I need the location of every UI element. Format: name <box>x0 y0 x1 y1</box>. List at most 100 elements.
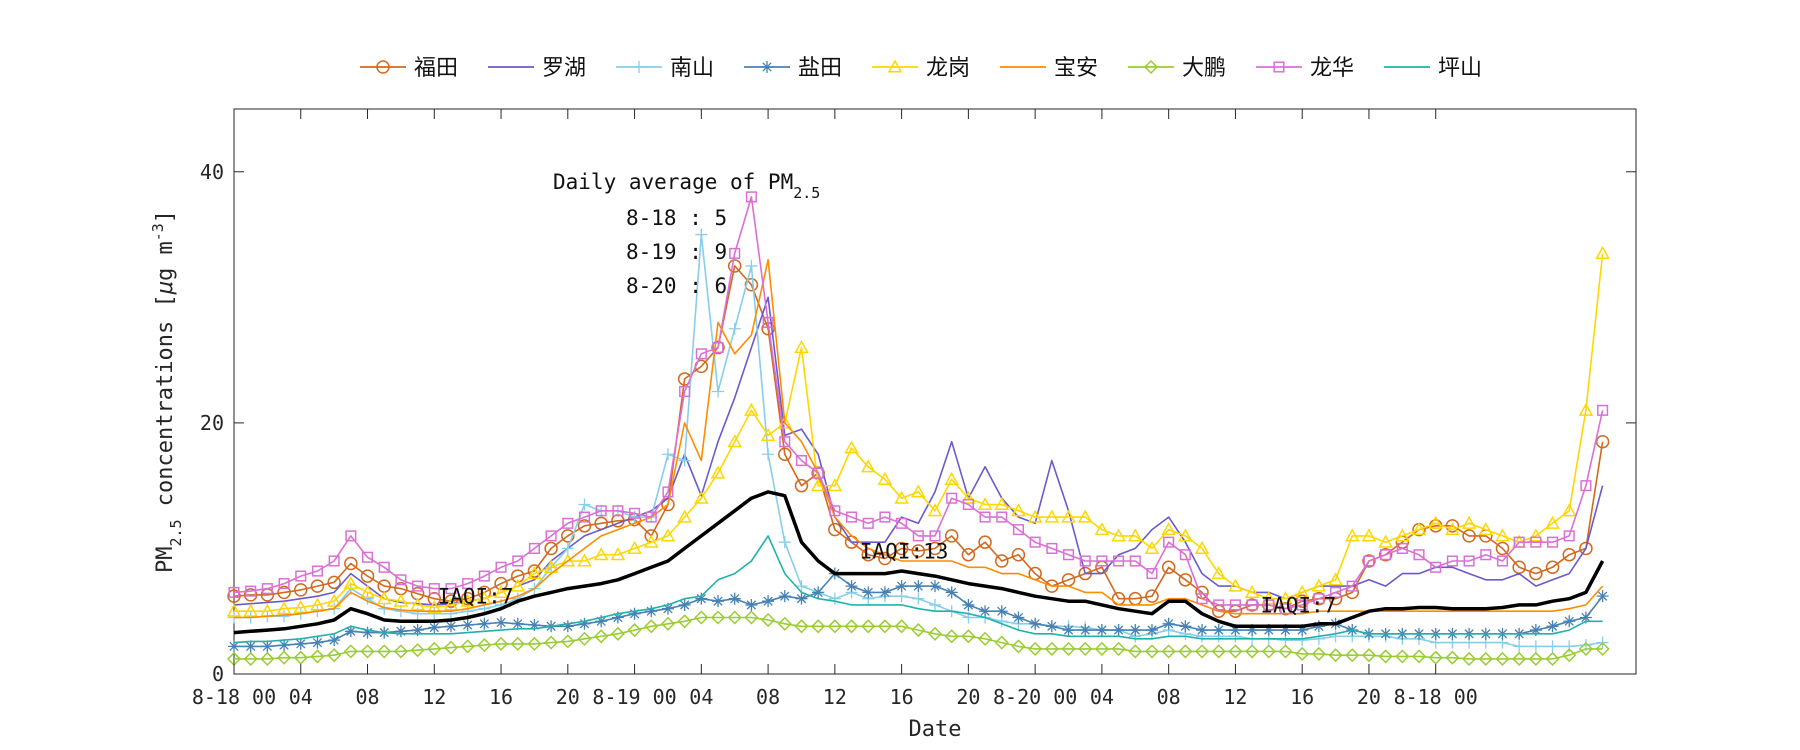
x-tick-label: 04 <box>289 685 313 709</box>
legend-marker <box>1273 61 1285 73</box>
data-point <box>1129 624 1142 637</box>
data-point <box>778 536 791 549</box>
legend-item: 宝安 <box>1000 56 1098 81</box>
series-宝安 <box>234 258 1604 619</box>
data-point <box>1597 404 1609 416</box>
data-point <box>1162 617 1175 630</box>
data-point <box>812 586 825 599</box>
data-point <box>343 576 359 590</box>
data-point <box>829 505 841 517</box>
data-point <box>510 569 525 583</box>
data-point <box>1263 599 1275 611</box>
data-point <box>695 592 708 605</box>
data-point <box>1095 624 1108 637</box>
data-point <box>1311 578 1327 592</box>
series-福田 <box>227 259 1610 618</box>
data-point <box>378 561 390 573</box>
data-point <box>528 542 540 554</box>
data-point <box>1178 573 1193 587</box>
data-point <box>544 541 558 556</box>
data-point <box>1428 650 1443 665</box>
data-point <box>929 580 941 593</box>
data-point <box>377 644 392 659</box>
data-point <box>1513 536 1525 548</box>
data-point <box>1145 624 1158 637</box>
data-point <box>1094 522 1110 536</box>
data-point <box>1262 624 1275 637</box>
data-point <box>1296 634 1309 647</box>
data-point <box>1378 649 1393 664</box>
x-tick-label: 8-18 00 <box>192 685 276 709</box>
daily-average-line: 8-20 : 6 <box>626 274 727 298</box>
data-point <box>744 402 759 416</box>
data-point <box>560 553 576 567</box>
data-point <box>1562 547 1576 562</box>
data-point <box>326 593 342 607</box>
data-point <box>261 583 273 595</box>
data-point <box>727 434 742 448</box>
series-龙岗 <box>226 245 1610 617</box>
data-point <box>428 583 440 595</box>
data-point <box>810 478 826 492</box>
data-point <box>1111 528 1126 542</box>
data-point <box>1163 536 1175 548</box>
data-point <box>1129 555 1141 567</box>
data-point <box>1378 534 1393 548</box>
iaqi-label: IAQI:7 <box>438 585 514 609</box>
data-point <box>1313 593 1325 605</box>
data-point <box>979 605 992 618</box>
data-point <box>1011 503 1026 517</box>
data-point <box>477 591 492 605</box>
data-point <box>277 585 291 600</box>
legend-marker <box>887 59 903 73</box>
data-point <box>1380 549 1392 561</box>
data-point <box>495 616 508 629</box>
data-point <box>1430 561 1442 573</box>
data-point <box>627 622 642 638</box>
y-tick-label: 0 <box>212 662 224 686</box>
data-point <box>1580 480 1592 492</box>
iaqi-label: IAQI:7 <box>1260 593 1336 617</box>
data-point <box>360 569 375 583</box>
data-point <box>561 542 574 555</box>
data-point <box>1579 541 1593 556</box>
data-point <box>611 611 624 624</box>
data-point <box>1279 634 1292 647</box>
data-point <box>1146 568 1158 580</box>
data-point <box>679 385 691 398</box>
y-tick-label: 20 <box>200 411 224 435</box>
data-point <box>544 635 559 650</box>
data-point <box>327 648 342 663</box>
data-point <box>345 530 357 542</box>
plot-frame <box>233 108 1637 675</box>
data-point <box>1328 648 1343 663</box>
data-point <box>1079 555 1091 567</box>
data-point <box>577 553 592 567</box>
data-point <box>395 574 407 586</box>
data-point <box>311 636 324 649</box>
data-point <box>1094 641 1109 656</box>
series-line <box>233 535 1603 644</box>
data-point <box>512 555 524 567</box>
data-point <box>1395 649 1410 664</box>
data-point <box>1545 515 1560 529</box>
data-point <box>1478 522 1494 536</box>
data-point <box>694 610 709 625</box>
data-point <box>978 535 992 549</box>
data-point <box>794 619 809 634</box>
data-point <box>944 529 959 543</box>
data-point <box>310 579 325 593</box>
data-point <box>1579 611 1592 624</box>
data-point <box>1445 519 1460 533</box>
data-point <box>243 651 258 666</box>
data-point <box>1179 549 1191 561</box>
legend-label: 龙华 <box>1310 56 1354 81</box>
data-point <box>929 530 941 542</box>
data-point <box>895 580 908 593</box>
data-point <box>244 640 257 653</box>
data-point <box>1463 555 1475 567</box>
x-tick-label: 08 <box>355 685 379 709</box>
data-point <box>461 619 474 632</box>
daily-average-title: Daily average of PM2.5 <box>553 170 820 202</box>
data-point <box>1411 649 1427 664</box>
